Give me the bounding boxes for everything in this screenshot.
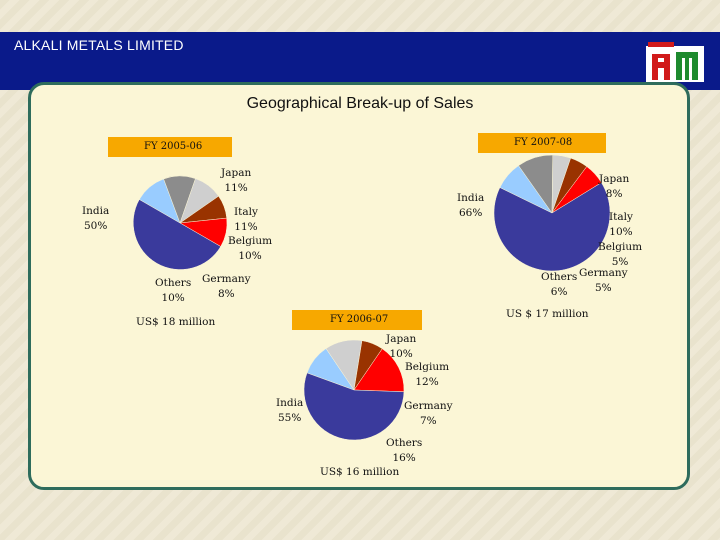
slide-title: Geographical Break-up of Sales [246,95,474,112]
label-india-fy2005-06: India 50% [82,205,110,232]
pie-slice-india [133,199,222,270]
label-italy-fy2007-08: Italy 10% [609,211,633,238]
label-germany-fy2005-06: Germany 8% [202,273,251,300]
label-japan-fy2005-06: Japan 11% [221,167,252,194]
label-belgium-fy2007-08: Belgium 5% [598,241,643,268]
total-fy2005-06: US$ 18 million [136,316,216,328]
header-bar: ALKALI METALS LIMITED [0,32,720,90]
label-belgium-fy2006-07: Belgium 12% [405,361,450,388]
chart-title-fy2005-06: FY 2005-06 [108,137,232,157]
label-others-fy2006-07: Others 16% [386,437,423,464]
pie-slice-india [493,182,611,272]
label-others-fy2005-06: Others 10% [155,277,192,304]
label-india-fy2007-08: India 66% [457,192,485,219]
label-others-fy2007-08: Others 6% [541,271,578,298]
pie-slice-others [353,348,405,392]
label-belgium-fy2005-06: Belgium 10% [228,235,273,262]
label-germany-fy2006-07: Germany 7% [404,400,453,427]
label-japan-fy2006-07: Japan 10% [386,333,417,360]
pie-slice-india [303,372,405,441]
label-germany-fy2007-08: Germany 5% [579,267,628,294]
label-italy-fy2005-06: Italy 11% [234,206,258,233]
chart-title-fy2006-07: FY 2006-07 [292,310,422,330]
label-india-fy2006-07: India 55% [276,397,304,424]
chart-title-fy2007-08: FY 2007-08 [478,133,606,153]
company-name: ALKALI METALS LIMITED [14,37,184,53]
label-japan-fy2007-08: Japan 8% [599,173,630,200]
total-fy2006-07: US$ 16 million [320,466,400,478]
company-logo [646,42,704,82]
total-fy2007-08: US $ 17 million [506,308,589,320]
